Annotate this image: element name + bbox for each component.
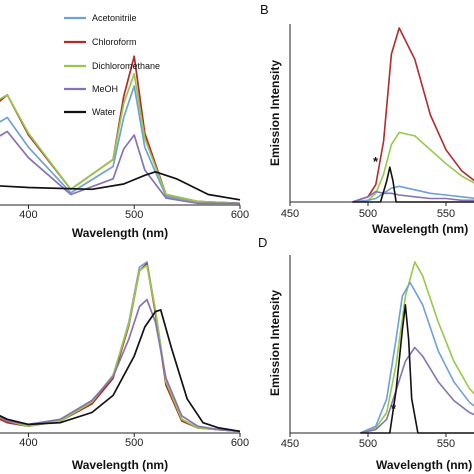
panel-b-series-group xyxy=(352,27,474,203)
panel-d: D 450 500 550 Emission Intensity Wavelengt… xyxy=(258,235,474,472)
panel-d-series-acetonitrile xyxy=(359,281,474,434)
panel-a-series-water xyxy=(0,170,241,201)
legend-label-water: Water xyxy=(92,107,116,117)
panel-b-series-chloroform xyxy=(352,27,474,203)
panel-d-y-axis-title: Emission Intensity xyxy=(268,290,282,396)
panel-c-series-chloroform xyxy=(0,262,241,433)
panel-d-x-axis-title: Wavelength (nm) xyxy=(376,458,472,472)
panel-c-series-water xyxy=(0,309,241,433)
panel-a-ticks: 400 500 600 xyxy=(19,205,249,221)
panel-a-series-acetonitrile xyxy=(0,85,241,205)
panel-a-tick-label-500: 500 xyxy=(125,209,143,221)
panel-a-series-chloroform xyxy=(0,55,241,205)
panel-a-x-axis-title: Wavelength (nm) xyxy=(72,226,168,240)
legend-label-meoh: MeOH xyxy=(92,84,118,94)
panel-d-tick-label-450: 450 xyxy=(281,438,299,450)
legend-label-dichloromethane: Dichloromethane xyxy=(92,61,160,71)
panel-b-series-dichloromethane xyxy=(352,131,474,203)
panel-b-series-meoh xyxy=(352,190,474,203)
panel-d-ticks: 450 500 550 xyxy=(281,433,455,450)
panel-d-tick-label-500: 500 xyxy=(359,438,377,450)
panel-c-series-dichloromethane xyxy=(0,264,241,433)
panel-d-series-meoh xyxy=(360,346,474,434)
panel-c-tick-label-500: 500 xyxy=(125,437,143,449)
panel-a-tick-label-600: 600 xyxy=(231,209,249,221)
panel-c: 400 500 600 Wavelength (nm) xyxy=(0,261,249,472)
panel-a-series-group xyxy=(0,55,241,205)
panel-b-y-axis-title: Emission Intensity xyxy=(268,60,282,166)
panel-d-series-water xyxy=(360,304,474,434)
panel-b-x-axis-title: Wavelength (nm) xyxy=(372,222,468,236)
panel-d-tick-label-550: 550 xyxy=(437,438,455,450)
panel-a-series-dichloromethane xyxy=(0,72,241,205)
panel-b-tick-label-500: 500 xyxy=(359,208,377,220)
panel-b-asterisk: * xyxy=(373,154,379,169)
panel-a: 400 500 600 Wavelength (nm) Acetonitrile C… xyxy=(0,13,249,240)
panel-b-label: B xyxy=(260,2,269,17)
panel-d-series-group xyxy=(359,261,474,434)
panel-c-series-acetonitrile xyxy=(0,261,241,433)
panel-c-series-meoh xyxy=(0,298,241,433)
panel-a-series-meoh xyxy=(0,130,240,205)
panel-c-tick-label-400: 400 xyxy=(19,437,37,449)
legend-label-chloroform: Chloroform xyxy=(92,37,137,47)
panel-b-series-water xyxy=(352,166,474,203)
panel-b-series-acetonitrile xyxy=(352,185,474,203)
legend-label-acetonitrile: Acetonitrile xyxy=(92,13,137,23)
panel-b-ticks: 450 500 550 xyxy=(281,202,455,220)
panel-c-tick-label-600: 600 xyxy=(231,437,249,449)
panel-c-x-axis-title: Wavelength (nm) xyxy=(72,458,168,472)
panel-b: B 450 500 550 Emission Intensity Wavelengt… xyxy=(260,2,474,236)
panel-c-ticks: 400 500 600 xyxy=(19,433,249,449)
panel-d-label: D xyxy=(258,235,267,250)
legend: Acetonitrile Chloroform Dichloromethane … xyxy=(64,13,160,117)
panel-d-series-dichloromethane xyxy=(359,261,474,434)
panel-b-tick-label-550: 550 xyxy=(437,208,455,220)
panel-b-tick-label-450: 450 xyxy=(281,208,299,220)
panel-c-series-group xyxy=(0,261,241,433)
panel-d-asterisk: * xyxy=(391,401,397,416)
panel-a-tick-label-400: 400 xyxy=(19,209,37,221)
